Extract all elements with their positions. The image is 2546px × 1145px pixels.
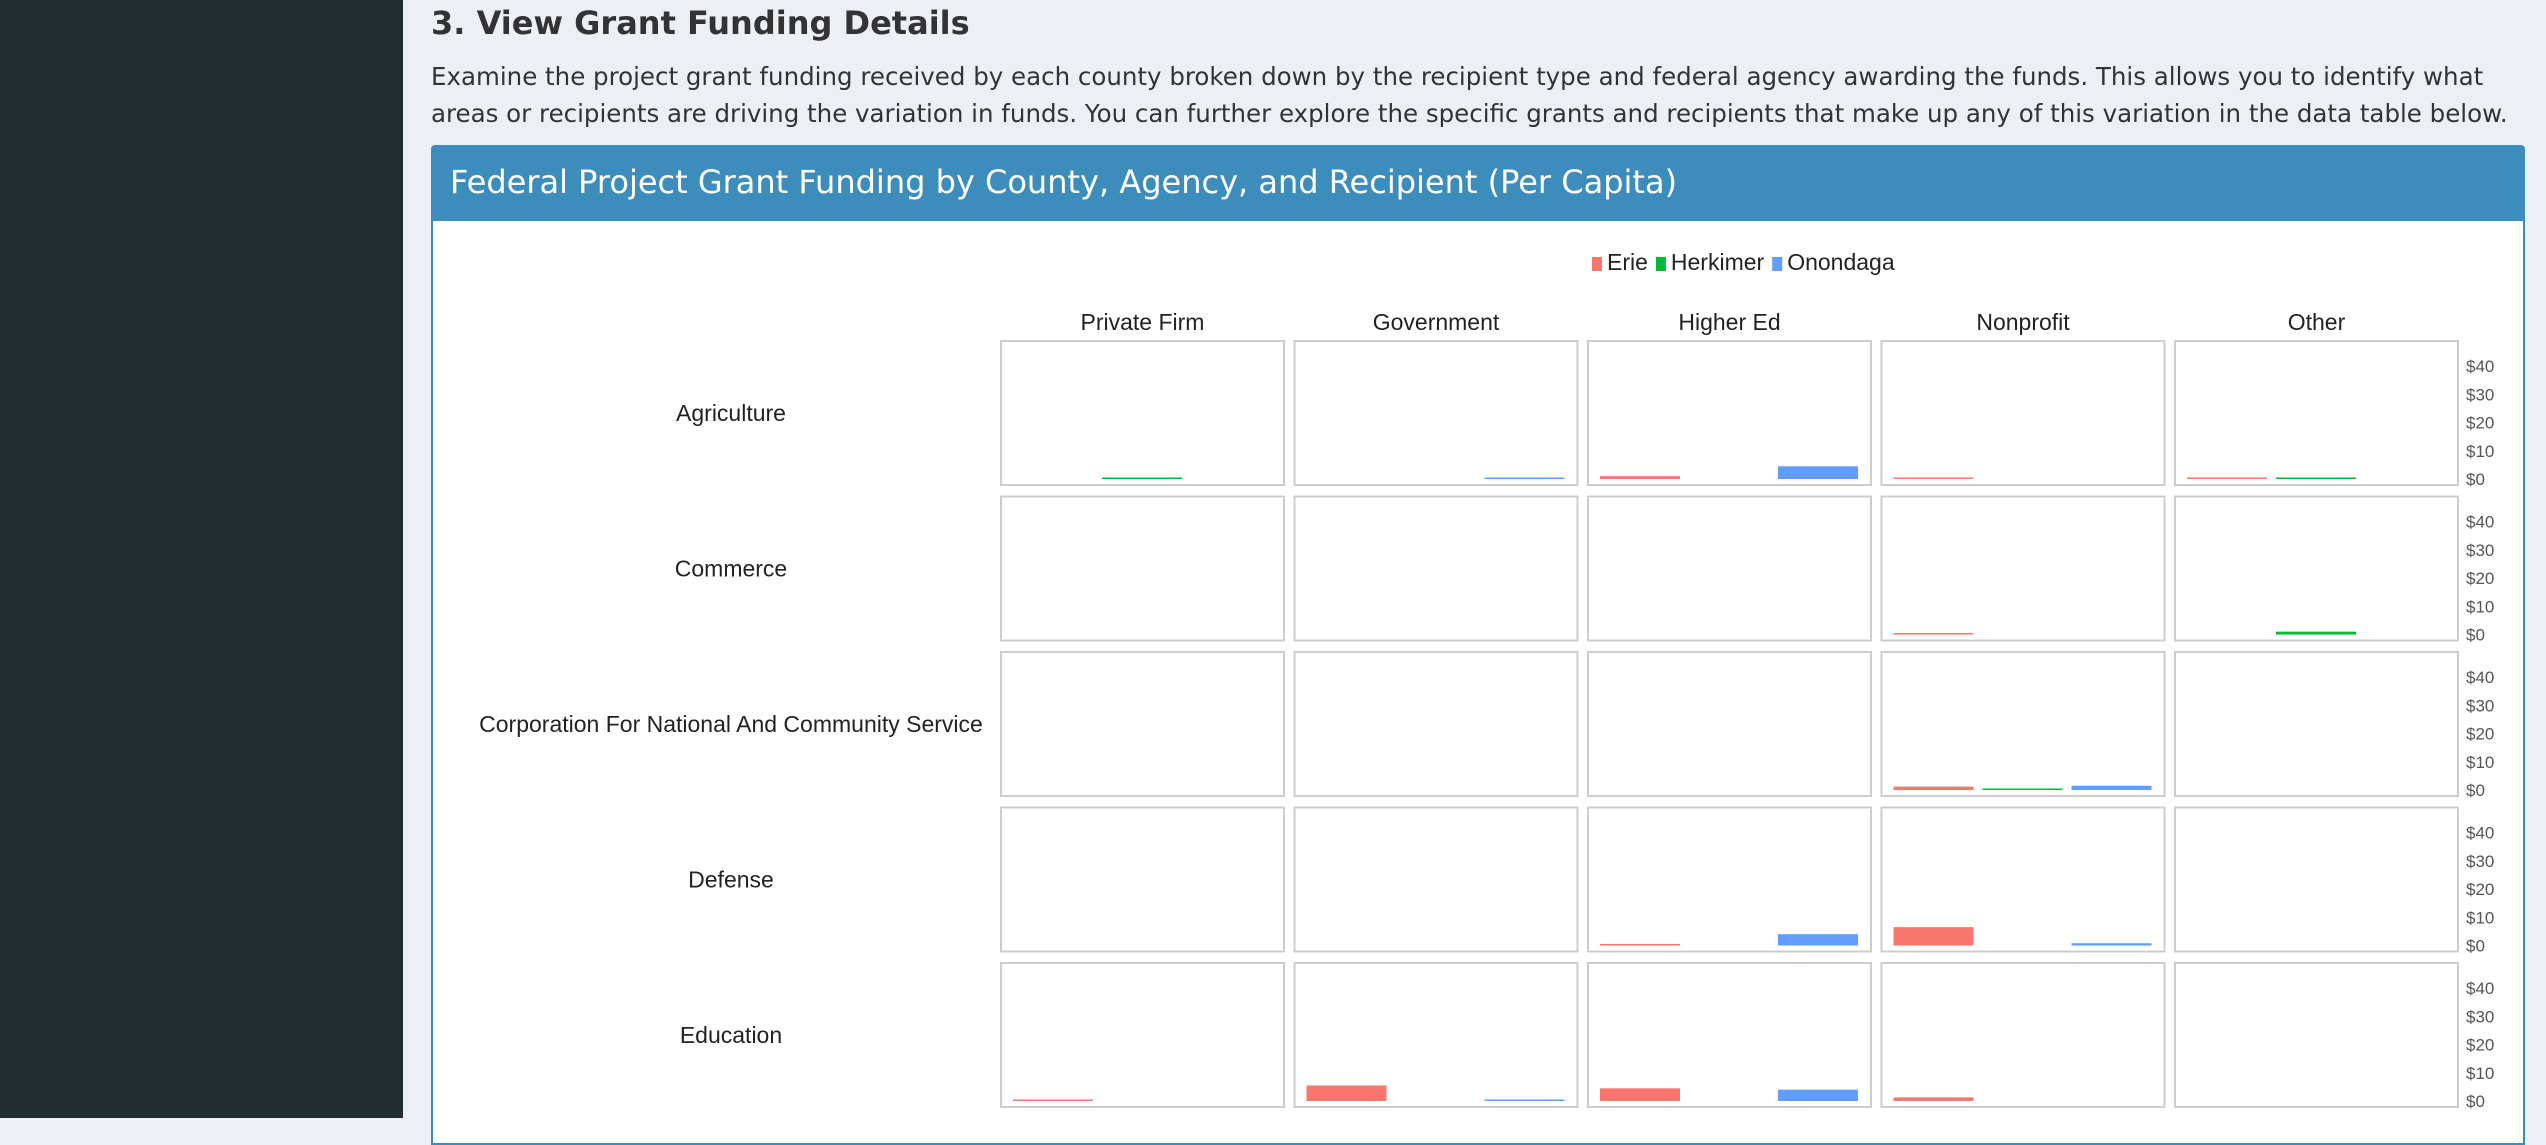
bar-erie xyxy=(1893,633,1974,635)
y-tick-label: $30 xyxy=(2466,696,2494,715)
facet-panel xyxy=(1880,962,2166,1108)
legend-label-herkimer: Herkimer xyxy=(1671,249,1765,275)
y-tick-label: $20 xyxy=(2466,880,2494,899)
row-label: Agriculture xyxy=(676,400,786,426)
facet-panel xyxy=(2174,495,2459,642)
facet-panel xyxy=(1000,495,1285,642)
bar-herkimer xyxy=(2276,631,2356,635)
y-tick-label: $20 xyxy=(2466,569,2494,588)
y-tick-label: $10 xyxy=(2466,908,2494,927)
bar-onondaga xyxy=(2071,943,2152,946)
y-tick-label: $0 xyxy=(2466,626,2485,645)
y-tick-label: $40 xyxy=(2466,979,2494,998)
y-tick-label: $20 xyxy=(2466,725,2494,744)
row-label: Education xyxy=(680,1022,782,1048)
row-label: Commerce xyxy=(675,556,787,582)
legend-label-onondaga: Onondaga xyxy=(1787,249,1895,275)
bar-erie xyxy=(2187,477,2267,479)
facet-panel xyxy=(1880,340,2166,486)
column-header: Higher Ed xyxy=(1678,309,1780,335)
bar-erie xyxy=(1013,1099,1093,1101)
facet-panel xyxy=(1000,651,1285,797)
bar-onondaga xyxy=(1778,1089,1858,1101)
legend-swatch-erie xyxy=(1592,257,1602,271)
facet-panel xyxy=(1880,651,2166,797)
facet-panel xyxy=(1293,495,1579,642)
y-tick-label: $40 xyxy=(2466,357,2494,376)
facet-panel xyxy=(2174,806,2459,953)
column-header: Other xyxy=(2288,309,2346,335)
facet-panel xyxy=(2174,340,2459,486)
row-label: Defense xyxy=(688,867,774,893)
facet-panel xyxy=(1587,495,1872,642)
y-tick-label: $10 xyxy=(2466,597,2494,616)
y-tick-label: $0 xyxy=(2466,1092,2485,1111)
facet-panel xyxy=(1587,340,1872,486)
facet-panel xyxy=(1000,806,1285,953)
y-tick-label: $30 xyxy=(2466,385,2494,404)
bar-erie xyxy=(1893,477,1974,479)
legend-swatch-herkimer xyxy=(1655,257,1666,271)
bar-erie xyxy=(1893,1097,1974,1101)
facet-panel xyxy=(1293,340,1579,486)
facet-panel xyxy=(1293,962,1579,1108)
bar-herkimer xyxy=(1102,477,1182,479)
y-tick-label: $40 xyxy=(2466,824,2494,843)
y-tick-label: $30 xyxy=(2466,852,2494,871)
facet-panel xyxy=(1000,340,1285,486)
legend-label-erie: Erie xyxy=(1607,249,1648,275)
y-tick-label: $20 xyxy=(2466,1036,2494,1055)
facet-panel xyxy=(1000,962,1285,1108)
y-tick-label: $20 xyxy=(2466,414,2494,433)
facet-panel xyxy=(1587,806,1872,953)
column-header: Nonprofit xyxy=(1976,309,2070,335)
bar-onondaga xyxy=(1778,934,1858,946)
y-tick-label: $40 xyxy=(2466,668,2494,687)
bar-onondaga xyxy=(2071,785,2152,790)
facet-panel xyxy=(2174,651,2459,797)
bar-onondaga xyxy=(1484,477,1565,479)
legend-swatch-onondaga xyxy=(1772,257,1783,271)
y-tick-label: $40 xyxy=(2466,513,2494,532)
bar-erie xyxy=(1600,944,1680,946)
y-tick-label: $10 xyxy=(2466,753,2494,772)
bar-erie xyxy=(1600,476,1680,479)
facet-panel xyxy=(1587,962,1872,1108)
facet-panel xyxy=(1293,806,1579,953)
bar-herkimer xyxy=(2276,477,2356,479)
bar-onondaga xyxy=(1778,466,1858,479)
y-tick-label: $0 xyxy=(2466,470,2485,489)
column-header: Private Firm xyxy=(1081,309,1205,335)
sidebar xyxy=(0,0,403,1118)
facet-bar-chart: Erie Herkimer Onondaga Private Firm Governme… xyxy=(479,249,2494,1111)
column-header: Government xyxy=(1373,309,1500,335)
bar-erie xyxy=(1893,927,1974,946)
y-tick-label: $10 xyxy=(2466,1064,2494,1083)
y-tick-label: $30 xyxy=(2466,1007,2494,1026)
row-label: Corporation For National And Community S… xyxy=(479,711,983,737)
facet-panel xyxy=(1587,651,1872,797)
bar-erie xyxy=(1600,1088,1680,1101)
section-title: 3. View Grant Funding Details xyxy=(431,4,970,42)
facet-panel xyxy=(1880,495,2166,642)
bar-erie xyxy=(1893,786,1974,790)
bar-herkimer xyxy=(1982,788,2063,790)
y-tick-label: $0 xyxy=(2466,781,2485,800)
bar-onondaga xyxy=(1484,1099,1565,1101)
box-title: Federal Project Grant Funding by County,… xyxy=(450,163,1678,201)
y-tick-label: $0 xyxy=(2466,937,2485,956)
facet-panel xyxy=(2174,962,2459,1108)
box-header: Federal Project Grant Funding by County,… xyxy=(433,147,2523,221)
bar-erie xyxy=(1306,1085,1387,1101)
y-tick-label: $10 xyxy=(2466,442,2494,461)
section-description: Examine the project grant funding receiv… xyxy=(431,62,2508,128)
facet-panel xyxy=(1293,651,1579,797)
y-tick-label: $30 xyxy=(2466,541,2494,560)
